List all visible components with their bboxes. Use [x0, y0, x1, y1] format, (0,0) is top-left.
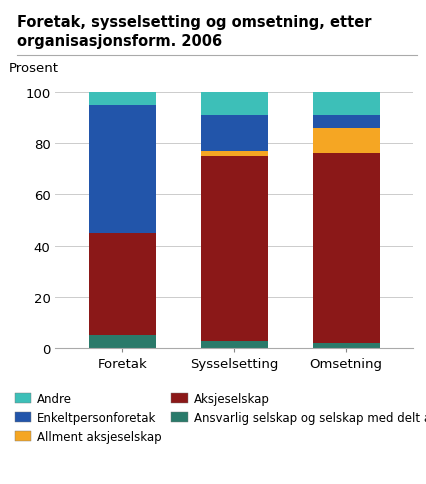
Bar [89, 106, 156, 233]
Bar [89, 93, 156, 106]
Bar [313, 93, 380, 116]
Text: organisasjonsform. 2006: organisasjonsform. 2006 [17, 34, 222, 49]
Bar [313, 116, 380, 129]
Bar [201, 151, 268, 157]
Bar [201, 341, 268, 348]
Text: Prosent: Prosent [9, 62, 59, 75]
Bar [313, 343, 380, 348]
Bar [89, 233, 156, 336]
Legend: Andre, Enkeltpersonforetak, Allment aksjeselskap, Aksjeselskap, Ansvarlig selska: Andre, Enkeltpersonforetak, Allment aksj… [15, 393, 426, 443]
Bar [201, 93, 268, 116]
Bar [201, 116, 268, 151]
Bar [201, 157, 268, 341]
Bar [89, 336, 156, 348]
Bar [313, 129, 380, 154]
Bar [313, 154, 380, 343]
Text: Foretak, sysselsetting og omsetning, etter: Foretak, sysselsetting og omsetning, ett… [17, 15, 371, 30]
